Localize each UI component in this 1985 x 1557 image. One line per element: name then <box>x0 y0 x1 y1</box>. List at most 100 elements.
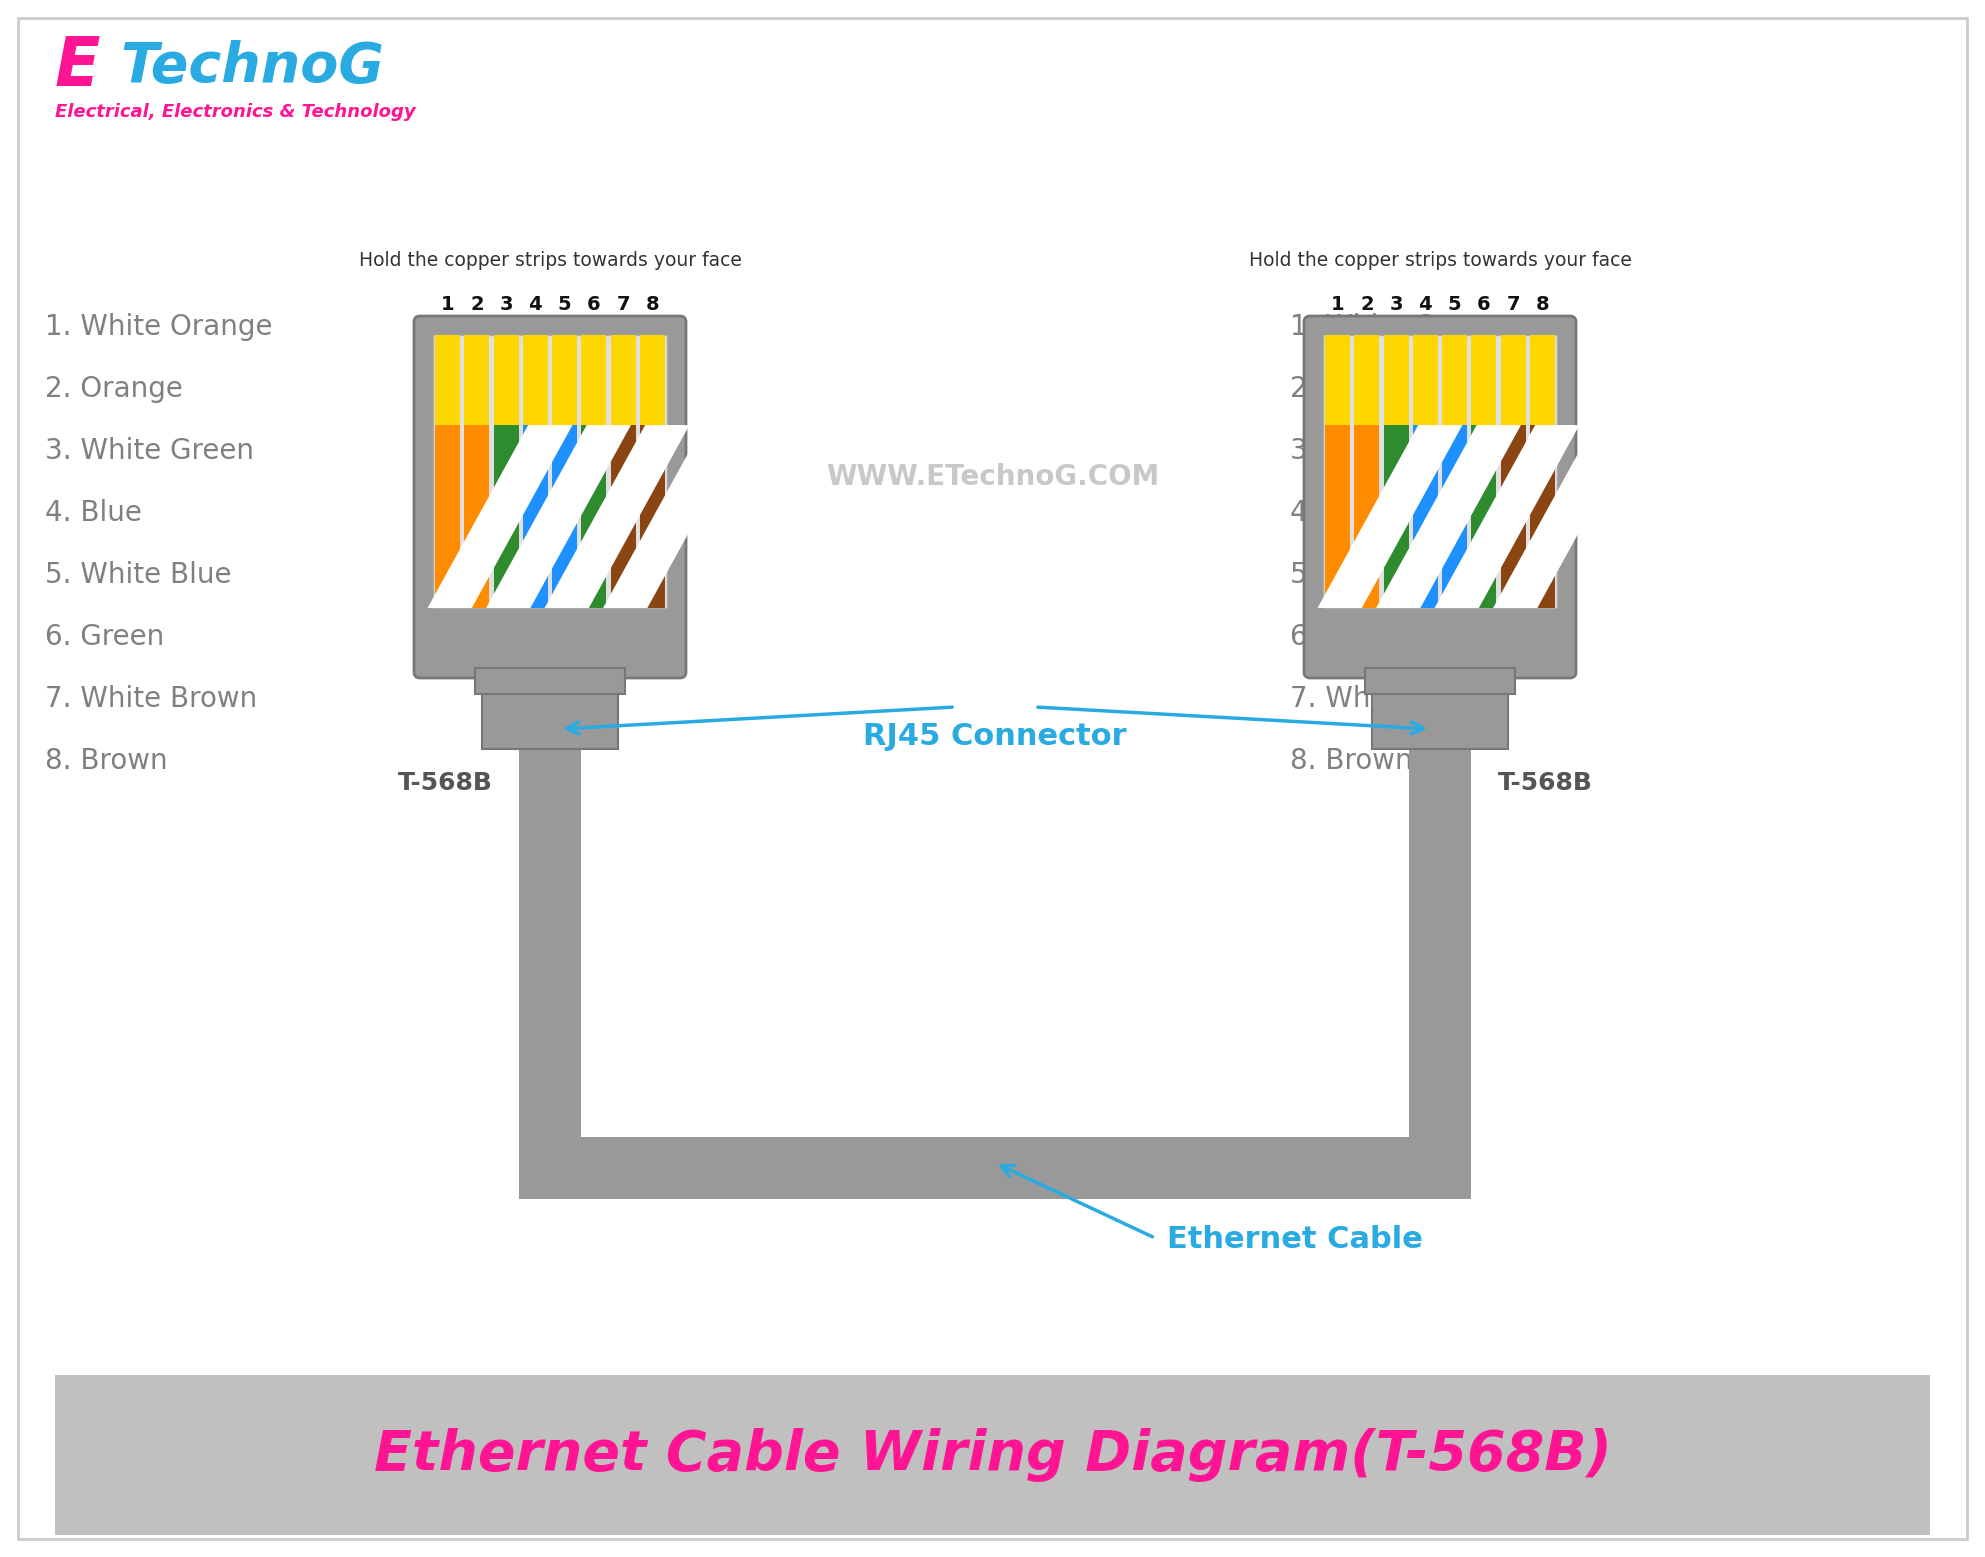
Bar <box>611 335 635 425</box>
Polygon shape <box>1350 425 1459 607</box>
Bar <box>1530 425 1554 607</box>
Bar <box>1372 694 1507 749</box>
Text: E: E <box>56 34 101 100</box>
Polygon shape <box>1455 425 1562 607</box>
Polygon shape <box>1388 425 1497 607</box>
Bar <box>552 425 578 607</box>
Polygon shape <box>1519 425 1626 607</box>
Polygon shape <box>578 425 685 607</box>
Bar <box>1326 425 1350 607</box>
Bar <box>474 668 625 694</box>
Polygon shape <box>437 425 544 607</box>
Bar <box>1443 425 1467 607</box>
Polygon shape <box>641 425 748 607</box>
Polygon shape <box>1511 425 1618 607</box>
Bar <box>1471 425 1497 607</box>
Polygon shape <box>548 425 657 607</box>
Polygon shape <box>582 425 689 607</box>
Bar <box>518 749 582 1137</box>
Polygon shape <box>623 425 730 607</box>
Polygon shape <box>1463 425 1572 607</box>
Bar <box>1354 425 1380 607</box>
Polygon shape <box>1409 425 1517 607</box>
Polygon shape <box>562 425 669 607</box>
Polygon shape <box>520 425 627 607</box>
Bar <box>1409 749 1471 1137</box>
Text: 1: 1 <box>1330 294 1344 315</box>
Polygon shape <box>566 425 673 607</box>
Bar <box>435 425 461 607</box>
Polygon shape <box>619 425 727 607</box>
Polygon shape <box>486 425 594 607</box>
Polygon shape <box>494 425 601 607</box>
Text: 5. White Blue: 5. White Blue <box>1290 561 1477 589</box>
Text: 3: 3 <box>1390 294 1403 315</box>
Polygon shape <box>461 425 568 607</box>
Text: 4. Blue: 4. Blue <box>1290 498 1388 526</box>
Bar <box>1471 335 1497 425</box>
Polygon shape <box>637 425 744 607</box>
Bar <box>1413 425 1437 607</box>
Polygon shape <box>510 425 619 607</box>
Bar <box>582 335 605 425</box>
Text: 1: 1 <box>441 294 455 315</box>
Polygon shape <box>544 425 653 607</box>
Polygon shape <box>1413 425 1521 607</box>
Bar <box>494 425 518 607</box>
Bar <box>1322 335 1556 607</box>
Polygon shape <box>1330 425 1437 607</box>
Polygon shape <box>449 425 556 607</box>
Bar <box>1409 1137 1471 1199</box>
Polygon shape <box>427 425 536 607</box>
Bar <box>611 425 635 607</box>
Text: 5. White Blue: 5. White Blue <box>46 561 232 589</box>
Polygon shape <box>1356 425 1463 607</box>
Polygon shape <box>1493 425 1600 607</box>
Polygon shape <box>1522 425 1630 607</box>
Text: Electrical, Electronics & Technology: Electrical, Electronics & Technology <box>56 103 415 121</box>
Bar <box>639 425 665 607</box>
Bar <box>582 425 605 607</box>
Bar <box>1364 668 1515 694</box>
Text: 4: 4 <box>528 294 542 315</box>
Bar <box>464 425 490 607</box>
Polygon shape <box>1435 425 1542 607</box>
Text: 8. Brown: 8. Brown <box>1290 747 1413 775</box>
Polygon shape <box>1393 425 1501 607</box>
Bar <box>639 335 665 425</box>
Polygon shape <box>1346 425 1455 607</box>
Polygon shape <box>554 425 661 607</box>
Polygon shape <box>431 425 540 607</box>
FancyBboxPatch shape <box>1304 316 1576 677</box>
Text: T-568B: T-568B <box>397 771 492 796</box>
Polygon shape <box>1467 425 1576 607</box>
Text: Ethernet Cable Wiring Diagram(T-568B): Ethernet Cable Wiring Diagram(T-568B) <box>373 1428 1612 1482</box>
Text: 4: 4 <box>1419 294 1433 315</box>
Text: 2. Orange: 2. Orange <box>46 375 183 403</box>
Text: 8: 8 <box>1536 294 1548 315</box>
Polygon shape <box>1447 425 1554 607</box>
Polygon shape <box>1384 425 1493 607</box>
Polygon shape <box>631 425 740 607</box>
Polygon shape <box>1497 425 1604 607</box>
Polygon shape <box>1322 425 1429 607</box>
Polygon shape <box>1443 425 1550 607</box>
Bar <box>1354 335 1380 425</box>
Text: TechnoG: TechnoG <box>119 40 383 93</box>
Polygon shape <box>1526 425 1634 607</box>
Polygon shape <box>524 425 631 607</box>
Polygon shape <box>514 425 623 607</box>
Text: 4. Blue: 4. Blue <box>46 498 141 526</box>
Text: Hold the copper strips towards your face: Hold the copper strips towards your face <box>359 251 742 269</box>
Text: Ethernet Cable: Ethernet Cable <box>1167 1225 1423 1255</box>
Polygon shape <box>1397 425 1505 607</box>
Text: 7. White Brown: 7. White Brown <box>1290 685 1503 713</box>
Bar <box>1443 335 1467 425</box>
Polygon shape <box>1505 425 1614 607</box>
Bar <box>1413 335 1437 425</box>
Text: 3. White Green: 3. White Green <box>1290 438 1499 466</box>
FancyBboxPatch shape <box>415 316 687 677</box>
Polygon shape <box>1326 425 1433 607</box>
Bar <box>552 335 578 425</box>
Text: Hold the copper strips towards your face: Hold the copper strips towards your face <box>1249 251 1632 269</box>
